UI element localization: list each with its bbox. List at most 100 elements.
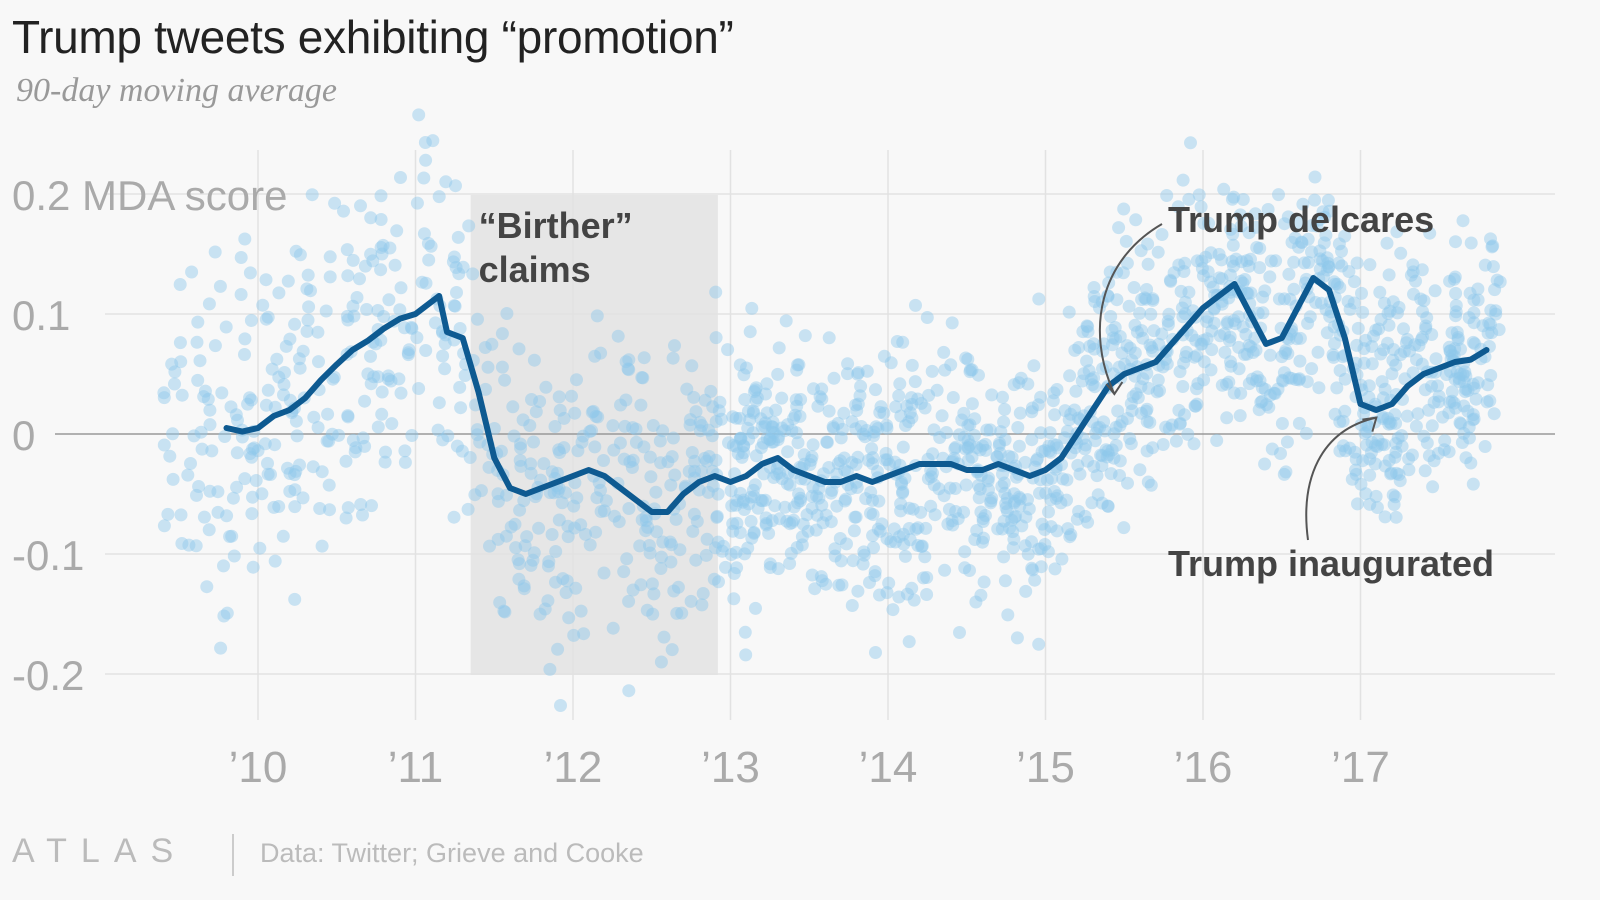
scatter-dot: [654, 562, 668, 575]
scatter-dot: [265, 362, 279, 376]
scatter-dot: [1322, 260, 1336, 274]
scatter-dot: [793, 409, 807, 423]
scatter-dot: [1422, 403, 1436, 417]
scatter-dot: [1223, 334, 1236, 348]
scatter-dot: [626, 453, 640, 467]
scatter-dot: [976, 535, 989, 549]
scatter-dot: [157, 519, 171, 533]
scatter-dot: [191, 315, 205, 329]
scatter-dot: [542, 555, 556, 569]
scatter-dot: [883, 457, 896, 471]
scatter-dot: [735, 450, 749, 464]
scatter-dot: [880, 418, 894, 432]
scatter-dot: [894, 497, 908, 511]
scatter-dot: [629, 422, 643, 436]
scatter-dot: [453, 380, 467, 394]
scatter-dot: [639, 524, 653, 538]
scatter-dot: [453, 322, 467, 335]
scatter-dot: [854, 420, 868, 433]
scatter-dot: [747, 525, 761, 539]
scatter-dot: [737, 503, 751, 516]
scatter-dot: [944, 358, 958, 372]
scatter-dot: [972, 479, 985, 492]
scatter-dot: [377, 310, 391, 323]
scatter-dot: [517, 582, 531, 596]
scatter-dot: [1215, 272, 1229, 286]
scatter-dot: [614, 398, 627, 412]
scatter-dot: [665, 643, 679, 657]
scatter-dot: [1328, 277, 1342, 291]
scatter-dot: [810, 508, 824, 522]
scatter-dot: [198, 384, 212, 398]
scatter-dot: [709, 331, 723, 345]
scatter-dot: [1392, 300, 1406, 314]
page-subtitle: 90-day moving average: [16, 72, 338, 109]
scatter-dot: [1348, 445, 1362, 459]
scatter-dot: [759, 416, 772, 430]
scatter-dot: [230, 480, 244, 494]
scatter-dot: [991, 522, 1005, 536]
scatter-dot: [1060, 473, 1074, 487]
scatter-dot: [1448, 372, 1462, 386]
scatter-dot: [1136, 372, 1150, 386]
scatter-dot: [366, 254, 380, 268]
scatter-dot: [1459, 369, 1473, 383]
scatter-dot: [1197, 355, 1211, 369]
scatter-dot: [1204, 363, 1218, 377]
scatter-dot: [738, 393, 752, 406]
scatter-dot: [838, 463, 852, 477]
scatter-dot: [1227, 386, 1241, 400]
birther-shaded-region: [470, 195, 718, 675]
scatter-dot: [1484, 232, 1497, 246]
scatter-dot: [1236, 276, 1250, 290]
scatter-dot: [594, 505, 608, 518]
scatter-dot: [1417, 294, 1431, 308]
scatter-dot: [990, 450, 1004, 464]
scatter-dot: [996, 390, 1009, 404]
scatter-dot: [1267, 386, 1281, 400]
scatter-dot: [905, 581, 919, 595]
scatter-dot: [1244, 286, 1258, 300]
scatter-dot: [626, 583, 640, 597]
scatter-dot: [819, 577, 833, 591]
scatter-dot: [1095, 496, 1109, 510]
scatter-dot: [452, 267, 466, 281]
scatter-dot: [491, 494, 505, 508]
scatter-dot: [1099, 443, 1113, 457]
scatter-dot: [424, 239, 438, 253]
scatter-dot: [775, 472, 789, 486]
scatter-dot: [1253, 374, 1267, 388]
scatter-dot: [1040, 473, 1054, 487]
scatter-dot: [1134, 380, 1148, 394]
scatter-dot: [762, 526, 776, 540]
scatter-dot: [654, 655, 668, 669]
scatter-dot: [895, 475, 908, 489]
scatter-dot: [1025, 405, 1039, 419]
scatter-dot: [1109, 332, 1123, 346]
scatter-dot: [466, 267, 480, 281]
scatter-dot: [450, 286, 463, 299]
scatter-dot: [976, 512, 990, 526]
scatter-dot: [790, 426, 803, 440]
scatter-dot: [556, 572, 570, 586]
scatter-dot: [742, 432, 756, 446]
scatter-dot: [462, 219, 476, 233]
scatter-dot: [293, 361, 307, 375]
scatter-dot: [980, 423, 994, 437]
scatter-dot: [983, 423, 997, 437]
scatter-dot: [1308, 170, 1322, 184]
scatter-dot: [650, 525, 664, 539]
scatter-dot: [618, 419, 632, 433]
scatter-dot: [1321, 193, 1335, 207]
scatter-dot: [559, 486, 572, 500]
scatter-dot: [754, 412, 768, 426]
scatter-dot: [747, 385, 761, 399]
scatter-dot: [261, 456, 274, 470]
scatter-dot: [526, 553, 540, 567]
scatter-dot: [1467, 412, 1481, 426]
scatter-dot: [514, 441, 528, 455]
scatter-dot: [656, 424, 670, 438]
scatter-dot: [1363, 468, 1377, 482]
scatter-dot: [277, 378, 291, 391]
scatter-dot: [978, 437, 992, 451]
